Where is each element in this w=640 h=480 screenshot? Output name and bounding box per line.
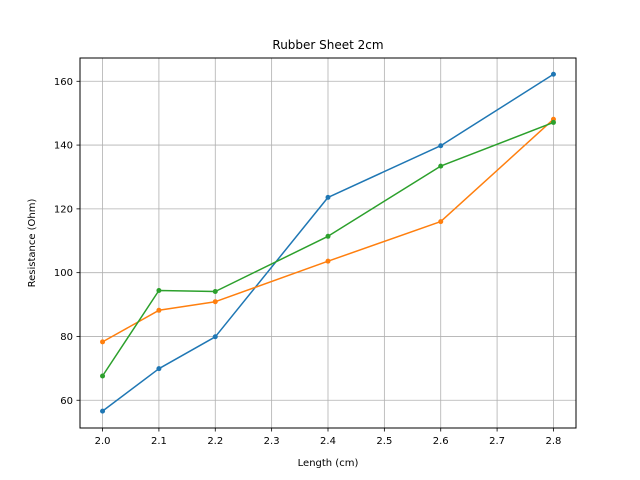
data-point [156,288,162,294]
y-tick-label: 100 [54,268,73,279]
x-tick-label: 2.7 [489,436,505,447]
data-point [550,119,556,125]
x-tick-label: 2.4 [320,436,336,447]
data-point [212,288,218,294]
chart-title: Rubber Sheet 2cm [272,38,383,52]
ticks: 2.0 2.1 2.2 2.3 2.4 2.5 2.6 2.7 2.8 60 80 100 120 140… [54,77,562,447]
data-point [100,373,106,379]
x-tick-label: 2.3 [264,436,280,447]
y-tick-label: 140 [54,141,73,152]
x-tick-label: 2.8 [546,436,562,447]
x-tick-label: 2.1 [151,436,167,447]
y-tick-label: 80 [60,332,73,343]
data-point [325,194,331,200]
data-point [325,258,331,264]
x-tick-label: 2.0 [95,436,111,447]
data-point [156,307,162,313]
y-tick-label: 160 [54,77,73,88]
data-point [100,408,106,414]
data-point [438,219,444,225]
x-tick-label: 2.5 [376,436,392,447]
data-point [325,233,331,239]
data-point [212,299,218,305]
x-tick-label: 2.2 [207,436,223,447]
series-line-2 [102,118,555,343]
y-tick-label: 120 [54,204,73,215]
data-point [212,334,218,340]
data-point [156,366,162,372]
data-point [438,163,444,169]
series-line-3 [101,121,554,377]
data-point [550,71,556,77]
series-line-1 [102,73,554,412]
x-axis-label: Length (cm) [298,458,359,469]
data-point [438,143,444,149]
y-tick-label: 60 [60,396,73,407]
series-group [100,71,556,414]
x-tick-label: 2.6 [433,436,449,447]
y-axis-label: Resistance (Ohm) [27,198,38,287]
data-point [100,339,106,345]
